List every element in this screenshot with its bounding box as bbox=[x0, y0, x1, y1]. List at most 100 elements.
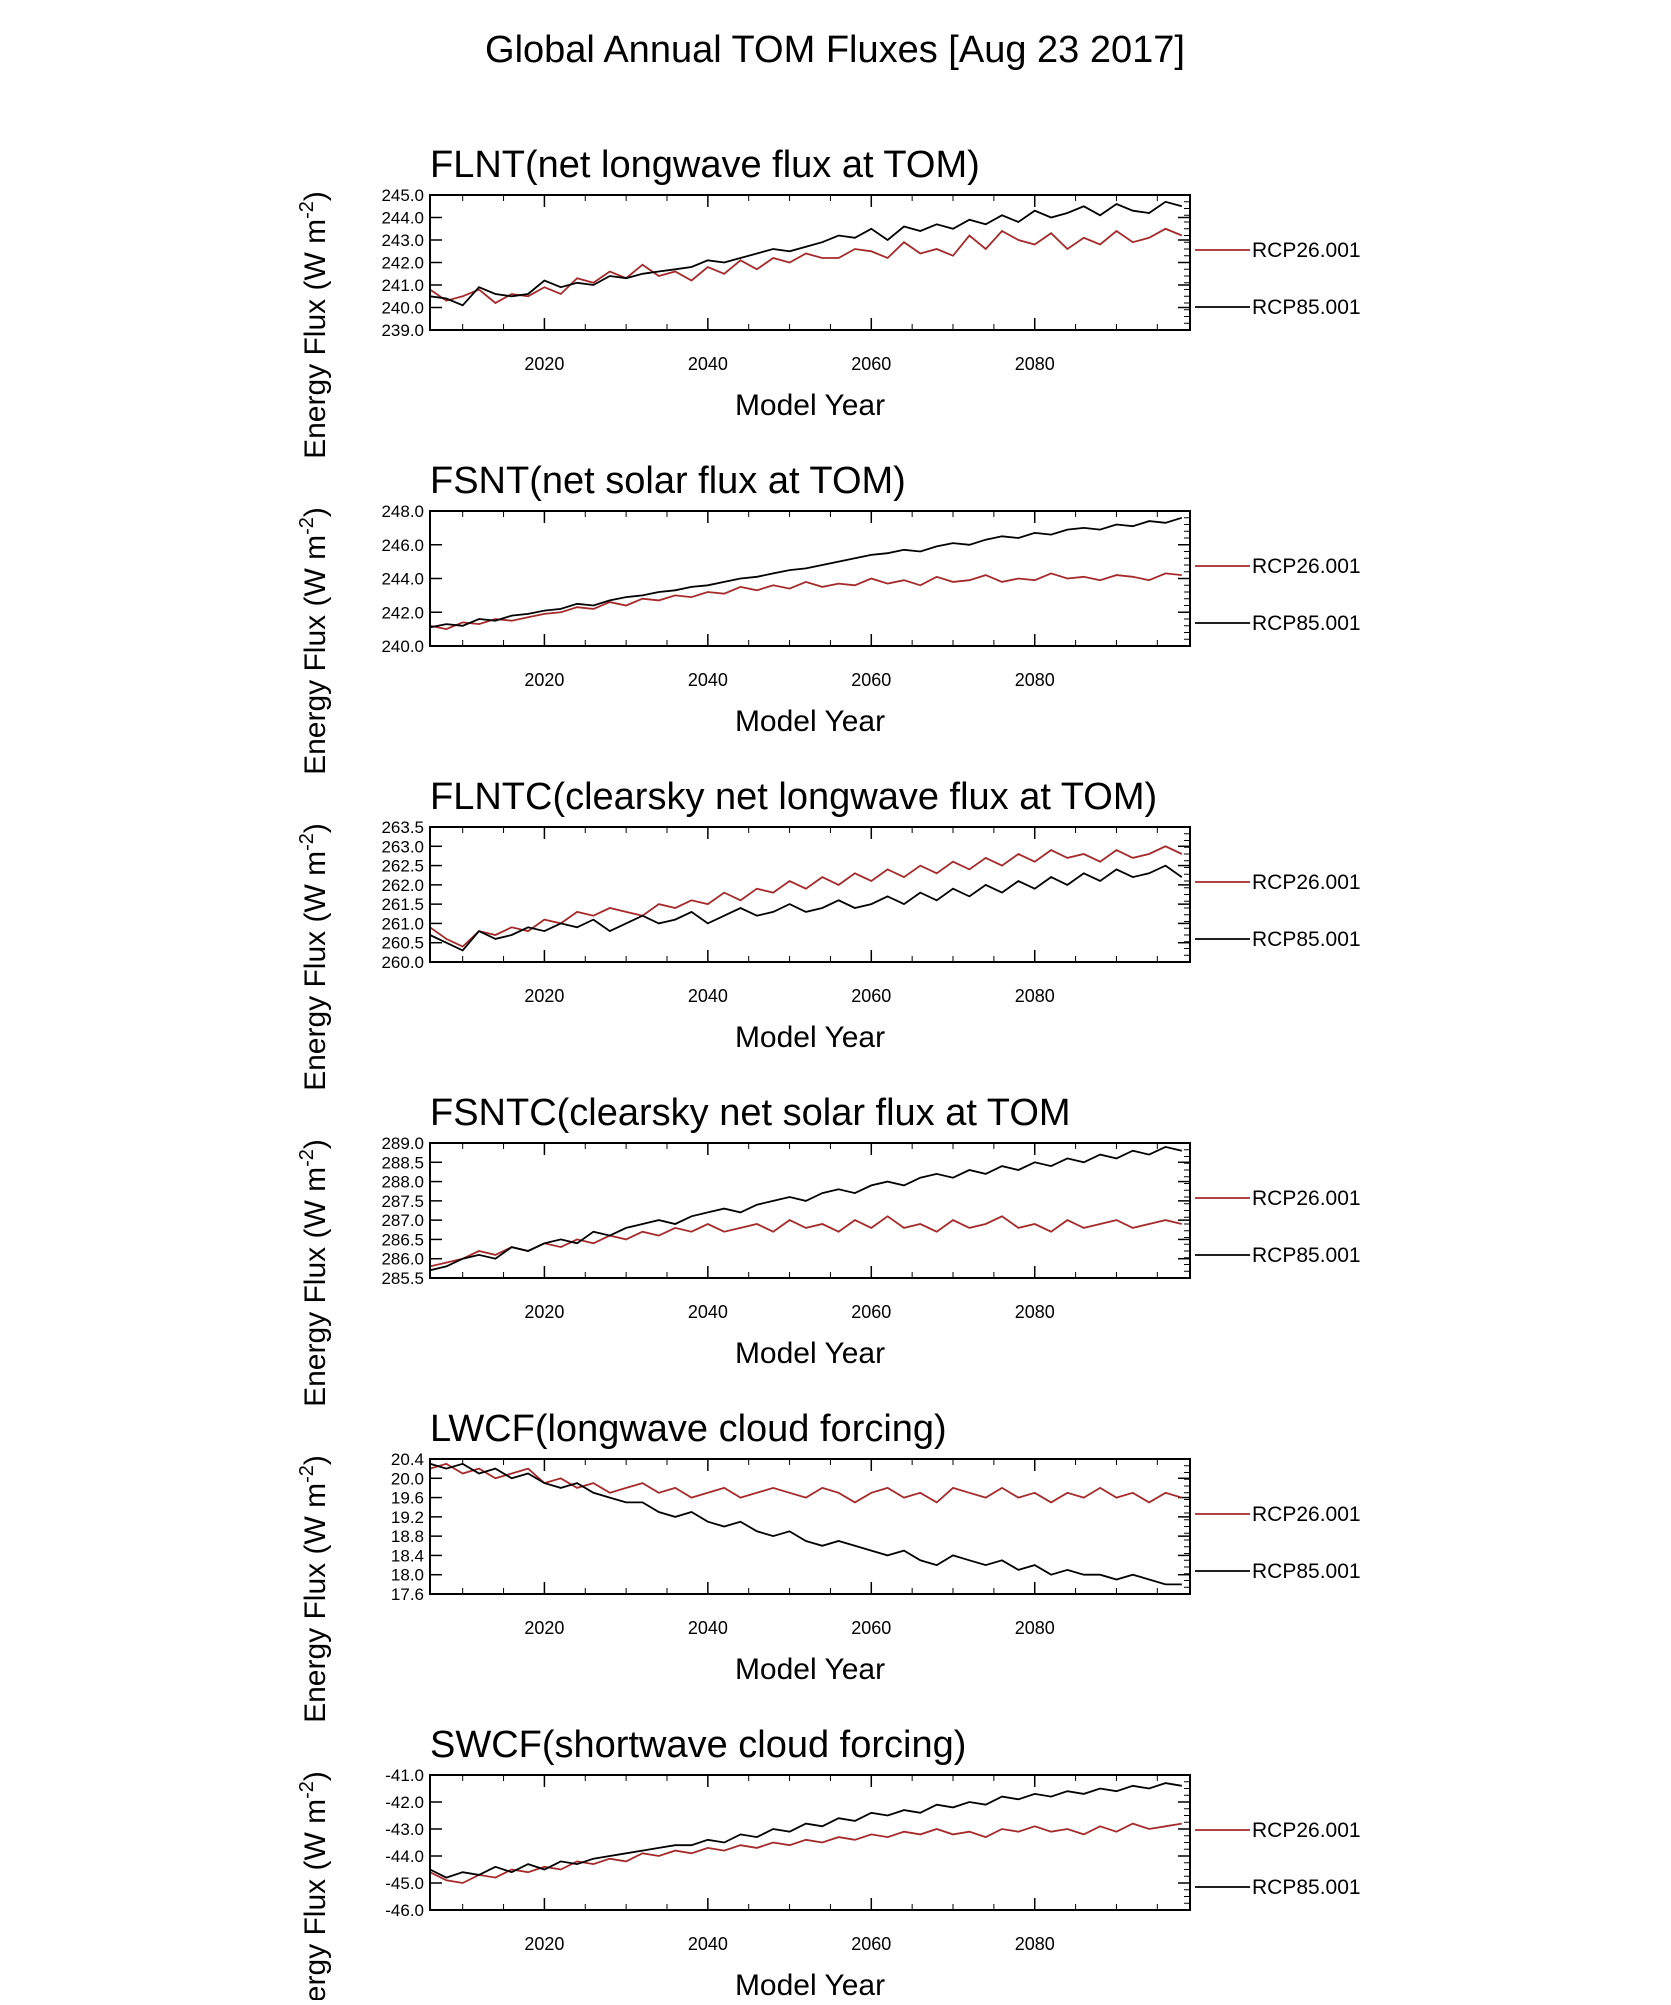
y-tick-label: -45.0 bbox=[385, 1874, 424, 1893]
y-axis: -41.0 -42.0 -43.0 -44.0 -45.0 -46.0 bbox=[385, 1766, 1190, 1920]
y-tick-label: 289.0 bbox=[381, 1134, 424, 1153]
y-tick-label: 18.0 bbox=[391, 1566, 424, 1585]
y-tick-label: 285.5 bbox=[381, 1269, 424, 1288]
legend-label: RCP26.001 bbox=[1252, 239, 1361, 262]
y-tick-label: -42.0 bbox=[385, 1793, 424, 1812]
y-tick-label: 243.0 bbox=[381, 231, 424, 250]
x-tick-label: 2040 bbox=[688, 1934, 728, 1954]
y-axis-label: Energy Flux (W m-2) bbox=[296, 507, 332, 775]
legend: RCP26.001 RCP85.001 bbox=[1195, 555, 1361, 635]
y-tick-label: 261.0 bbox=[381, 914, 424, 933]
x-tick-label: 2060 bbox=[851, 986, 891, 1006]
legend-label: RCP85.001 bbox=[1252, 1560, 1361, 1583]
legend-label: RCP85.001 bbox=[1252, 1876, 1361, 1899]
chart-title: SWCF(shortwave cloud forcing) bbox=[430, 1724, 966, 1766]
y-tick-label: 244.0 bbox=[381, 570, 424, 589]
plot-frame bbox=[429, 826, 1191, 963]
y-tick-label: 240.0 bbox=[381, 637, 424, 656]
y-axis-label: Energy Flux (W m-2) bbox=[296, 1139, 332, 1407]
y-tick-label: 261.5 bbox=[381, 895, 424, 914]
legend-label: RCP26.001 bbox=[1252, 555, 1361, 578]
plot-frame bbox=[429, 1458, 1191, 1595]
x-tick-label: 2080 bbox=[1015, 1934, 1055, 1954]
chart-panel-5: LWCF(longwave cloud forcing) Energy Flux … bbox=[296, 1408, 1361, 1723]
page-title: Global Annual TOM Fluxes [Aug 23 2017] bbox=[485, 29, 1185, 71]
y-tick-label: 244.0 bbox=[381, 209, 424, 228]
y-tick-label: 288.0 bbox=[381, 1173, 424, 1192]
x-axis-label: Model Year bbox=[735, 705, 885, 738]
plot-frame bbox=[429, 1142, 1191, 1279]
x-tick-label: 2040 bbox=[688, 670, 728, 690]
y-axis-label: Energy Flux (W m-2) bbox=[296, 1455, 332, 1723]
plot-frame bbox=[429, 194, 1191, 331]
y-tick-label: -44.0 bbox=[385, 1847, 424, 1866]
legend-label: RCP26.001 bbox=[1252, 1503, 1361, 1526]
legend: RCP26.001 RCP85.001 bbox=[1195, 1819, 1361, 1899]
legend-label: RCP26.001 bbox=[1252, 871, 1361, 894]
x-axis: 2020 2040 2060 2080 bbox=[462, 1143, 1158, 1322]
series-line-rcp26-001 bbox=[429, 227, 1183, 305]
y-tick-label: 20.0 bbox=[391, 1469, 424, 1488]
y-tick-label: 288.5 bbox=[381, 1153, 424, 1172]
x-axis: 2020 2040 2060 2080 bbox=[462, 511, 1158, 690]
chart-title: LWCF(longwave cloud forcing) bbox=[430, 1408, 947, 1450]
series-line-rcp26-001 bbox=[429, 1462, 1183, 1504]
x-tick-label: 2080 bbox=[1015, 986, 1055, 1006]
y-tick-label: 19.2 bbox=[391, 1508, 424, 1527]
legend-label: RCP85.001 bbox=[1252, 1244, 1361, 1267]
legend-label: RCP26.001 bbox=[1252, 1187, 1361, 1210]
y-tick-label: 20.4 bbox=[391, 1450, 424, 1469]
plot-frame bbox=[429, 510, 1191, 647]
y-tick-label: 246.0 bbox=[381, 536, 424, 555]
plot-frame bbox=[429, 1774, 1191, 1911]
x-tick-label: 2060 bbox=[851, 354, 891, 374]
series-line-rcp85-001 bbox=[429, 1145, 1183, 1272]
chart-panel-4: FSNTC(clearsky net solar flux at TOM Ener… bbox=[296, 1092, 1361, 1407]
y-tick-label: 262.0 bbox=[381, 876, 424, 895]
chart-title: FLNTC(clearsky net longwave flux at TOM) bbox=[430, 776, 1157, 818]
y-axis: 245.0 244.0 243.0 242.0 241.0 240.0 239.0 bbox=[381, 186, 1190, 340]
x-tick-label: 2020 bbox=[524, 986, 564, 1006]
y-axis-label: Energy Flux (W m-2) bbox=[296, 1771, 332, 2000]
series-line-rcp26-001 bbox=[429, 1215, 1183, 1268]
x-tick-label: 2020 bbox=[524, 354, 564, 374]
chart-title: FLNT(net longwave flux at TOM) bbox=[430, 144, 980, 186]
x-tick-label: 2080 bbox=[1015, 1302, 1055, 1322]
x-axis-label: Model Year bbox=[735, 389, 885, 422]
legend-label: RCP26.001 bbox=[1252, 1819, 1361, 1842]
legend: RCP26.001 RCP85.001 bbox=[1195, 239, 1361, 319]
legend: RCP26.001 RCP85.001 bbox=[1195, 871, 1361, 951]
chart-panel-1: FLNT(net longwave flux at TOM) Energy Flu… bbox=[296, 144, 1361, 459]
chart-panel-2: FSNT(net solar flux at TOM) Energy Flux (… bbox=[296, 460, 1361, 775]
x-tick-label: 2040 bbox=[688, 1302, 728, 1322]
series-line-rcp85-001 bbox=[429, 1782, 1182, 1879]
y-tick-label: 245.0 bbox=[381, 186, 424, 205]
y-tick-label: 262.5 bbox=[381, 857, 424, 876]
series-line-rcp85-001 bbox=[429, 864, 1183, 952]
x-tick-label: 2040 bbox=[688, 986, 728, 1006]
y-tick-label: 18.4 bbox=[391, 1546, 424, 1565]
y-tick-label: 260.5 bbox=[381, 934, 424, 953]
y-tick-label: 248.0 bbox=[381, 502, 424, 521]
legend-label: RCP85.001 bbox=[1252, 296, 1361, 319]
y-tick-label: 241.0 bbox=[381, 276, 424, 295]
y-tick-label: 19.6 bbox=[391, 1489, 424, 1508]
series-line-rcp85-001 bbox=[429, 200, 1183, 307]
y-axis: 20.420.019.619.218.818.418.017.6 bbox=[391, 1450, 1190, 1604]
x-tick-label: 2060 bbox=[851, 1302, 891, 1322]
y-tick-label: 263.5 bbox=[381, 818, 424, 837]
series-line-rcp26-001 bbox=[429, 572, 1182, 631]
y-tick-label: 18.8 bbox=[391, 1527, 424, 1546]
x-tick-label: 2080 bbox=[1015, 670, 1055, 690]
x-tick-label: 2080 bbox=[1015, 1618, 1055, 1638]
x-axis-label: Model Year bbox=[735, 1969, 885, 2000]
x-tick-label: 2020 bbox=[524, 1302, 564, 1322]
chart-title: FSNT(net solar flux at TOM) bbox=[430, 460, 906, 502]
x-axis: 2020 2040 2060 2080 bbox=[462, 827, 1158, 1006]
x-axis: 2020 2040 2060 2080 bbox=[462, 1775, 1158, 1954]
y-tick-label: -41.0 bbox=[385, 1766, 424, 1785]
x-tick-label: 2020 bbox=[524, 1618, 564, 1638]
x-tick-label: 2060 bbox=[851, 1618, 891, 1638]
x-axis-label: Model Year bbox=[735, 1337, 885, 1370]
